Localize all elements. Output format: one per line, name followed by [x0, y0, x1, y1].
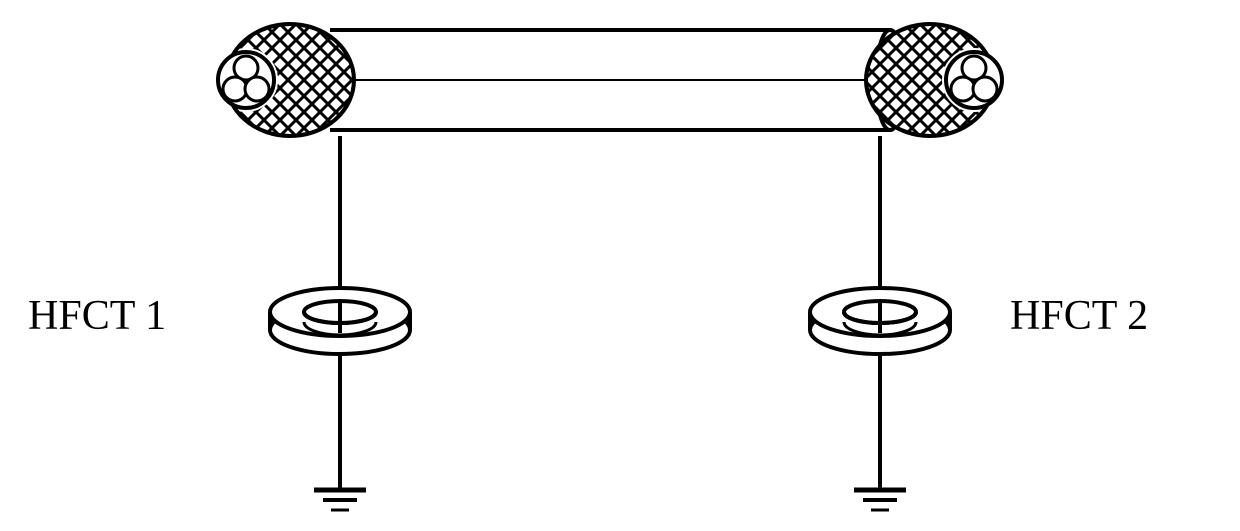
- hfct-right-label: HFCT 2: [1010, 292, 1148, 340]
- ground-symbol-left: [314, 490, 366, 510]
- cable-left-conductor-1: [223, 77, 247, 101]
- diagram-stage: HFCT 1 HFCT 2: [0, 0, 1240, 531]
- ground-symbol-right: [854, 490, 906, 510]
- cable-right-conductor-2: [973, 77, 997, 101]
- diagram-svg: [0, 0, 1240, 531]
- cable-left-conductor-2: [245, 77, 269, 101]
- hfct-left-label: HFCT 1: [28, 292, 166, 340]
- cable-right-conductor-1: [951, 77, 975, 101]
